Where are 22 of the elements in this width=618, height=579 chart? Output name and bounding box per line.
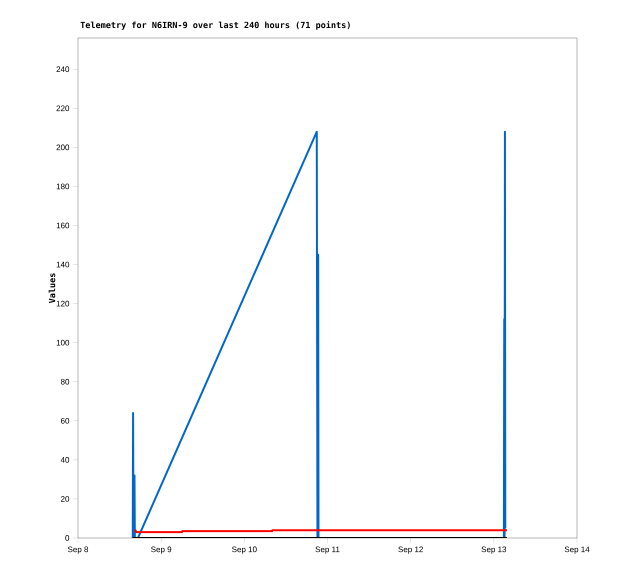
y-tick-label: 140: [56, 262, 70, 268]
y-tick-label: 100: [56, 340, 70, 346]
x-tick-label: Sep 11: [315, 546, 340, 554]
y-tick-label: 200: [56, 144, 70, 150]
y-tick-label: 120: [56, 300, 70, 306]
x-tick-label: Sep 13: [482, 546, 506, 554]
x-tick-label: Sep 14: [564, 546, 590, 554]
x-tick-label: Sep 8: [68, 546, 88, 554]
x-tick-label: Sep 9: [151, 546, 172, 554]
y-axis-title: Values: [48, 273, 56, 304]
y-tick-label: 160: [56, 222, 70, 228]
x-tick-label: Sep 12: [398, 546, 423, 554]
chart-title: Telemetry for N6IRN-9 over last 240 hours (71 points): [80, 21, 350, 30]
y-tick-label: 220: [56, 105, 70, 112]
x-tick-label: Sep 10: [232, 546, 257, 554]
y-tick-label: 0: [65, 535, 70, 541]
y-tick-label: 180: [56, 184, 70, 190]
y-tick-label: 80: [60, 378, 70, 385]
y-tick-label: 240: [56, 66, 70, 72]
y-tick-label: 60: [60, 418, 70, 424]
y-tick-label: 40: [60, 457, 70, 463]
y-tick-label: 20: [60, 496, 70, 502]
